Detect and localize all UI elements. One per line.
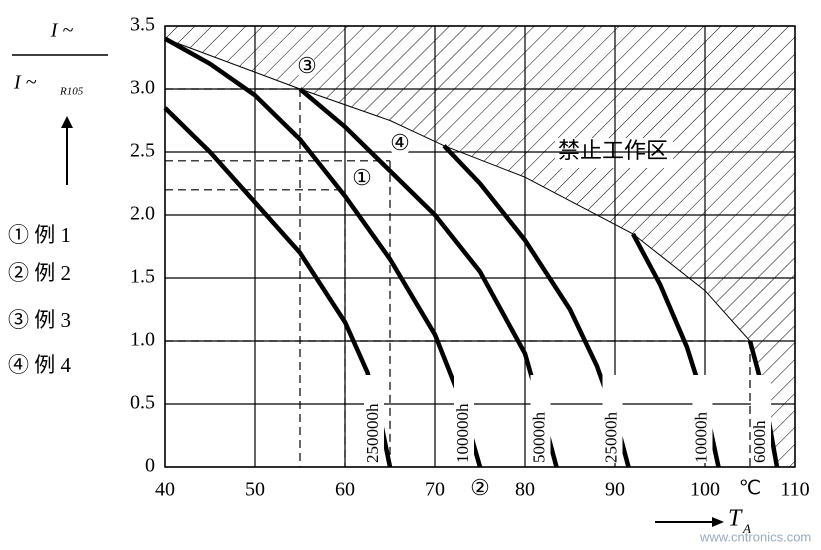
annotation-bg bbox=[389, 134, 411, 156]
x-tick-label: 110 bbox=[780, 479, 809, 501]
watermark: www.cntronics.com bbox=[699, 529, 811, 544]
curve-label-bg bbox=[692, 375, 713, 463]
curve-label: 100000h bbox=[453, 403, 472, 463]
y-label-sub: R105 bbox=[59, 86, 84, 98]
curve-label: 250000h bbox=[363, 403, 382, 463]
x-tick-label: 90 bbox=[605, 479, 625, 501]
y-tick-label: 2.0 bbox=[130, 203, 155, 225]
x-tick-label: 80 bbox=[515, 479, 535, 501]
curve-label-bg bbox=[602, 375, 623, 463]
region-label-bg bbox=[555, 138, 673, 168]
curve-label-bg bbox=[454, 375, 474, 463]
y-tick-label: 0 bbox=[145, 455, 155, 477]
legend-entry: ④ 例 4 bbox=[8, 353, 71, 377]
x-tick-label: 50 bbox=[245, 479, 265, 501]
legend-entry: ③ 例 3 bbox=[8, 308, 71, 332]
curve-label: 25000h bbox=[601, 412, 620, 464]
x-tick-label: 70 bbox=[425, 479, 445, 501]
x-unit: ℃ bbox=[739, 478, 761, 500]
y-tick-label: 2.5 bbox=[130, 140, 155, 162]
curve-label-bg bbox=[530, 375, 551, 463]
curve-label: 10000h bbox=[691, 412, 710, 464]
boundary-line bbox=[164, 38, 778, 468]
y-label-numerator: I ~ bbox=[50, 20, 74, 42]
y-arrow-head bbox=[61, 116, 73, 128]
x-tick-label: 100 bbox=[690, 479, 720, 501]
y-tick-label: 1.0 bbox=[130, 329, 155, 351]
curve-label: 6000h bbox=[750, 420, 769, 463]
curve-label-bg bbox=[751, 375, 771, 463]
curve-label-bg bbox=[364, 375, 384, 463]
annotation: ② bbox=[470, 475, 490, 500]
x-tick-label: 40 bbox=[155, 479, 175, 501]
annotation: ① bbox=[352, 165, 372, 190]
annotation: ④ bbox=[390, 130, 410, 155]
annotation: ③ bbox=[297, 53, 317, 78]
curve-label: 50000h bbox=[529, 412, 548, 464]
annotation-bg bbox=[469, 479, 491, 501]
x-tick-label: 60 bbox=[335, 479, 355, 501]
region-label: 禁止工作区 bbox=[558, 138, 668, 163]
y-label-denominator: I ~ bbox=[13, 72, 37, 94]
x-label-sub: A bbox=[742, 521, 751, 536]
annotation-bg bbox=[296, 57, 318, 79]
forbidden-area bbox=[165, 26, 795, 467]
x-label: T bbox=[728, 506, 743, 532]
y-tick-label: 0.5 bbox=[130, 392, 155, 414]
y-tick-label: 3.5 bbox=[130, 14, 155, 36]
life-curve bbox=[163, 106, 393, 468]
legend-entry: ① 例 1 bbox=[8, 223, 71, 247]
legend-entry: ② 例 2 bbox=[8, 261, 71, 285]
y-tick-label: 1.5 bbox=[130, 266, 155, 288]
annotation-bg bbox=[351, 169, 373, 191]
y-tick-label: 3.0 bbox=[130, 77, 155, 99]
x-arrow-head bbox=[712, 517, 724, 527]
